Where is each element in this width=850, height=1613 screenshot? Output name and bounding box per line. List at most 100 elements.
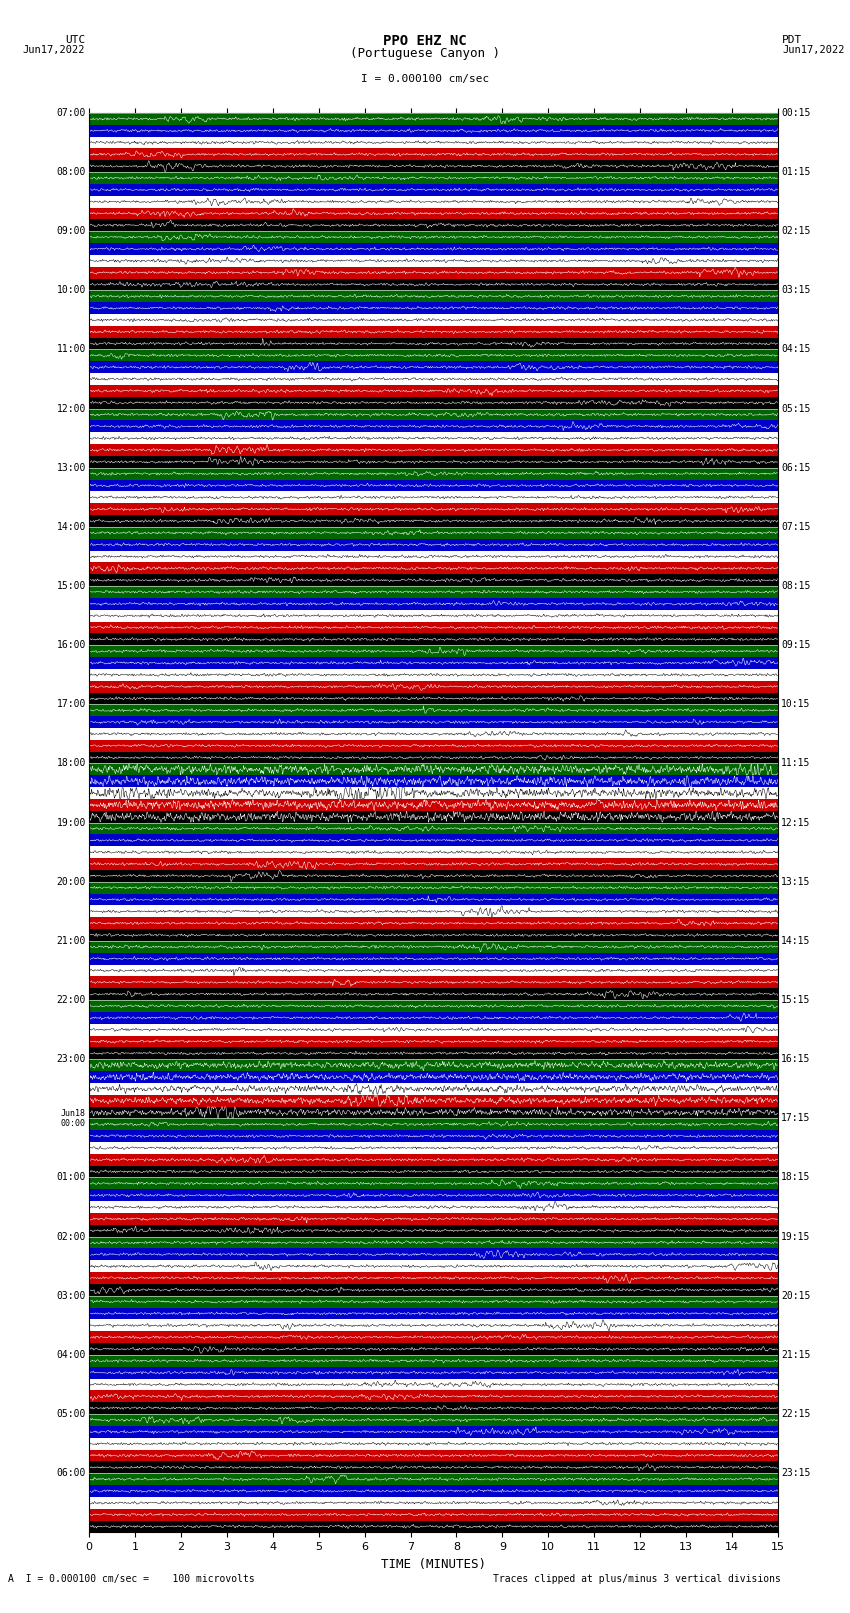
Text: PPO EHZ NC: PPO EHZ NC xyxy=(383,34,467,48)
Bar xyxy=(89,669,778,681)
Text: 08:00: 08:00 xyxy=(56,168,86,177)
Text: Jun17,2022: Jun17,2022 xyxy=(782,45,845,55)
Text: 17:00: 17:00 xyxy=(56,700,86,710)
Bar xyxy=(89,645,778,656)
Bar xyxy=(89,244,778,255)
Bar xyxy=(89,1011,778,1024)
Bar xyxy=(89,869,778,882)
Text: 18:00: 18:00 xyxy=(56,758,86,768)
Bar xyxy=(89,965,778,976)
Bar xyxy=(89,503,778,515)
Text: 07:15: 07:15 xyxy=(781,523,811,532)
Bar xyxy=(89,1060,778,1071)
Text: 22:00: 22:00 xyxy=(56,995,86,1005)
Bar xyxy=(89,1344,778,1355)
Bar xyxy=(89,634,778,645)
Bar xyxy=(89,1260,778,1273)
Bar xyxy=(89,160,778,173)
Bar xyxy=(89,1024,778,1036)
Text: 21:00: 21:00 xyxy=(56,936,86,945)
Bar xyxy=(89,692,778,705)
Bar xyxy=(89,894,778,905)
Bar xyxy=(89,266,778,279)
Bar xyxy=(89,574,778,586)
Bar xyxy=(89,408,778,421)
Text: 10:15: 10:15 xyxy=(781,700,811,710)
Text: 08:15: 08:15 xyxy=(781,581,811,590)
Text: 13:15: 13:15 xyxy=(781,877,811,887)
Bar xyxy=(89,586,778,598)
Bar xyxy=(89,858,778,869)
Text: 06:00: 06:00 xyxy=(56,1468,86,1478)
Bar xyxy=(89,681,778,692)
Text: 05:00: 05:00 xyxy=(56,1410,86,1419)
Bar xyxy=(89,705,778,716)
Bar xyxy=(89,444,778,456)
Text: 04:00: 04:00 xyxy=(56,1350,86,1360)
Text: I = 0.000100 cm/sec: I = 0.000100 cm/sec xyxy=(361,74,489,84)
Bar xyxy=(89,1248,778,1260)
Text: 11:15: 11:15 xyxy=(781,758,811,768)
Bar xyxy=(89,1177,778,1189)
Bar xyxy=(89,882,778,894)
Bar xyxy=(89,397,778,408)
Bar xyxy=(89,598,778,610)
Bar xyxy=(89,315,778,326)
Text: 14:15: 14:15 xyxy=(781,936,811,945)
Bar xyxy=(89,184,778,195)
Bar xyxy=(89,1153,778,1166)
Bar xyxy=(89,798,778,811)
Text: PDT: PDT xyxy=(782,35,802,45)
Text: (Portuguese Canyon ): (Portuguese Canyon ) xyxy=(350,47,500,60)
Text: Traces clipped at plus/minus 3 vertical divisions: Traces clipped at plus/minus 3 vertical … xyxy=(493,1574,781,1584)
Bar xyxy=(89,1450,778,1461)
Bar xyxy=(89,621,778,634)
Text: 12:15: 12:15 xyxy=(781,818,811,827)
Text: 03:00: 03:00 xyxy=(56,1290,86,1300)
Text: 07:00: 07:00 xyxy=(56,108,86,118)
Bar xyxy=(89,1036,778,1047)
Text: 02:15: 02:15 xyxy=(781,226,811,235)
Bar xyxy=(89,787,778,798)
Bar xyxy=(89,1415,778,1426)
Bar xyxy=(89,1379,778,1390)
Bar xyxy=(89,1047,778,1060)
Bar xyxy=(89,1237,778,1248)
Bar xyxy=(89,1508,778,1521)
Bar xyxy=(89,148,778,160)
Bar xyxy=(89,279,778,290)
Bar xyxy=(89,1331,778,1344)
Bar xyxy=(89,1473,778,1486)
Bar xyxy=(89,1189,778,1202)
Text: Jun17,2022: Jun17,2022 xyxy=(22,45,85,55)
Bar xyxy=(89,740,778,752)
Text: 16:15: 16:15 xyxy=(781,1055,811,1065)
Bar xyxy=(89,1071,778,1082)
Bar xyxy=(89,776,778,787)
Bar xyxy=(89,550,778,563)
Bar xyxy=(89,1166,778,1177)
Text: Jun18
00:00: Jun18 00:00 xyxy=(61,1108,86,1127)
Bar xyxy=(89,515,778,527)
Text: 03:15: 03:15 xyxy=(781,286,811,295)
Bar xyxy=(89,940,778,953)
Bar xyxy=(89,421,778,432)
Bar xyxy=(89,255,778,266)
Bar xyxy=(89,976,778,989)
Bar xyxy=(89,219,778,231)
Bar xyxy=(89,847,778,858)
Text: 15:00: 15:00 xyxy=(56,581,86,590)
Bar xyxy=(89,1486,778,1497)
Text: 09:00: 09:00 xyxy=(56,226,86,235)
Bar xyxy=(89,834,778,847)
Bar xyxy=(89,752,778,763)
Text: 20:15: 20:15 xyxy=(781,1290,811,1300)
Text: 06:15: 06:15 xyxy=(781,463,811,473)
Text: 14:00: 14:00 xyxy=(56,523,86,532)
Bar xyxy=(89,1366,778,1379)
Text: 17:15: 17:15 xyxy=(781,1113,811,1123)
Text: UTC: UTC xyxy=(65,35,85,45)
Bar xyxy=(89,290,778,302)
Text: 01:15: 01:15 xyxy=(781,168,811,177)
Bar xyxy=(89,953,778,965)
